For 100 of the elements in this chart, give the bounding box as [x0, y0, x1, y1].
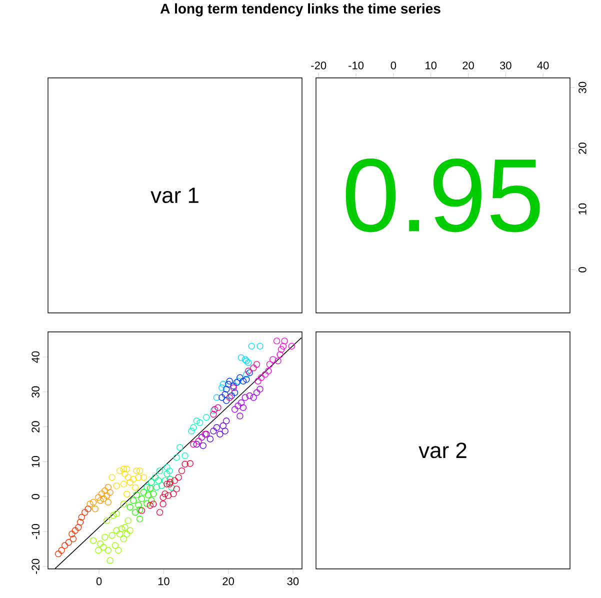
- point: [234, 402, 242, 410]
- point: [162, 490, 168, 498]
- point: [250, 364, 257, 372]
- point: [155, 477, 162, 484]
- y-tick-label: 30: [32, 386, 40, 398]
- point: [288, 342, 296, 350]
- x-tick-label: -10: [348, 62, 364, 70]
- point: [97, 540, 104, 548]
- point: [223, 397, 230, 404]
- point: [130, 476, 137, 483]
- point: [146, 484, 154, 492]
- point: [240, 378, 247, 384]
- point: [148, 479, 155, 486]
- point: [182, 452, 188, 460]
- x-tick-label: 40: [537, 62, 549, 70]
- point: [95, 547, 102, 554]
- point: [188, 428, 195, 434]
- point: [100, 544, 107, 551]
- point: [95, 494, 102, 501]
- point: [84, 506, 92, 512]
- point: [136, 516, 144, 522]
- point: [78, 514, 85, 521]
- point: [124, 466, 130, 472]
- point: [118, 525, 126, 532]
- point: [240, 404, 247, 412]
- point: [248, 342, 255, 350]
- point: [150, 490, 157, 498]
- point: [86, 500, 94, 508]
- x-tick-label: 10: [426, 62, 437, 70]
- point: [158, 482, 166, 489]
- y-tick-label: 20: [578, 142, 586, 154]
- point: [224, 380, 232, 388]
- point: [164, 464, 170, 471]
- point: [280, 342, 287, 350]
- point: [193, 418, 200, 424]
- point: [90, 498, 97, 506]
- point: [253, 361, 260, 368]
- point: [218, 384, 226, 392]
- point: [238, 354, 245, 362]
- point: [144, 484, 150, 491]
- point: [72, 527, 78, 534]
- point: [210, 410, 217, 418]
- point: [218, 394, 226, 401]
- point: [120, 480, 127, 488]
- point: [164, 492, 172, 499]
- point: [186, 460, 194, 467]
- y-tick-label: -20: [32, 558, 40, 574]
- point: [113, 482, 120, 490]
- point: [133, 492, 140, 498]
- point: [226, 378, 233, 384]
- point: [254, 378, 262, 384]
- point: [243, 371, 250, 378]
- point: [273, 338, 280, 344]
- text: var 2: [418, 442, 466, 458]
- point: [175, 474, 182, 481]
- point: [126, 479, 134, 486]
- point: [242, 394, 248, 401]
- point: [236, 412, 244, 420]
- point: [132, 484, 139, 491]
- point: [245, 359, 252, 366]
- x-tick-label: 0: [390, 62, 396, 70]
- point: [136, 468, 144, 474]
- point: [220, 422, 227, 430]
- point: [126, 527, 134, 534]
- point: [274, 358, 282, 364]
- point: [102, 487, 108, 494]
- point: [106, 489, 114, 496]
- point: [68, 530, 76, 538]
- point: [213, 424, 220, 431]
- point: [110, 512, 117, 519]
- point: [223, 418, 230, 424]
- point: [206, 436, 214, 442]
- point: [138, 495, 146, 502]
- point: [258, 374, 265, 382]
- point: [223, 386, 230, 393]
- point: [162, 477, 168, 484]
- point: [193, 440, 200, 448]
- point: [168, 484, 175, 491]
- point: [58, 547, 65, 554]
- point: [190, 424, 197, 431]
- point: [100, 495, 107, 502]
- x-tick-label: 20: [462, 62, 474, 70]
- point: [65, 539, 72, 546]
- point: [170, 490, 177, 498]
- point: [135, 502, 142, 508]
- point: [113, 510, 120, 518]
- point: [160, 494, 166, 501]
- point: [164, 480, 170, 488]
- point: [210, 428, 217, 434]
- point: [144, 500, 150, 508]
- point: [108, 532, 116, 539]
- point: [148, 497, 155, 504]
- point: [256, 342, 264, 350]
- point: [70, 536, 77, 542]
- point: [76, 518, 84, 526]
- y-tick-label: -10: [32, 524, 40, 540]
- point: [243, 376, 250, 383]
- point: [104, 498, 112, 506]
- point: [104, 484, 112, 491]
- y-tick-label: 30: [578, 82, 586, 94]
